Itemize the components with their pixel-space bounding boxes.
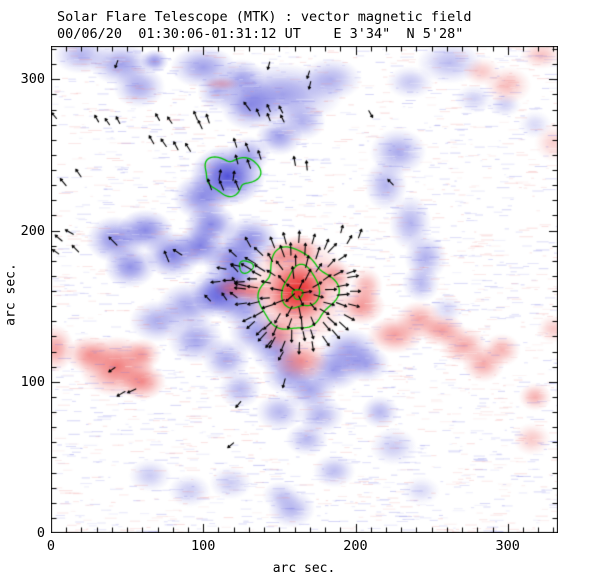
y-tick-label: 0 bbox=[36, 525, 45, 541]
y-tick-label: 300 bbox=[20, 71, 45, 88]
x-tick-label: 300 bbox=[495, 538, 520, 554]
chart-title: Solar Flare Telescope (MTK) : vector mag… bbox=[57, 9, 472, 25]
x-tick-label: 0 bbox=[46, 538, 56, 554]
y-axis-label: arc sec. bbox=[3, 263, 19, 326]
chart-subtitle: 00/06/20 01:30:06-01:31:12 UT E 3'34" N … bbox=[57, 26, 464, 42]
x-tick-label: 100 bbox=[191, 538, 216, 554]
x-axis-label: arc sec. bbox=[272, 561, 336, 576]
x-tick-label: 200 bbox=[343, 538, 368, 554]
y-tick-label: 100 bbox=[20, 373, 45, 390]
magnetogram-canvas bbox=[51, 46, 558, 533]
y-tick-label: 200 bbox=[20, 222, 45, 239]
